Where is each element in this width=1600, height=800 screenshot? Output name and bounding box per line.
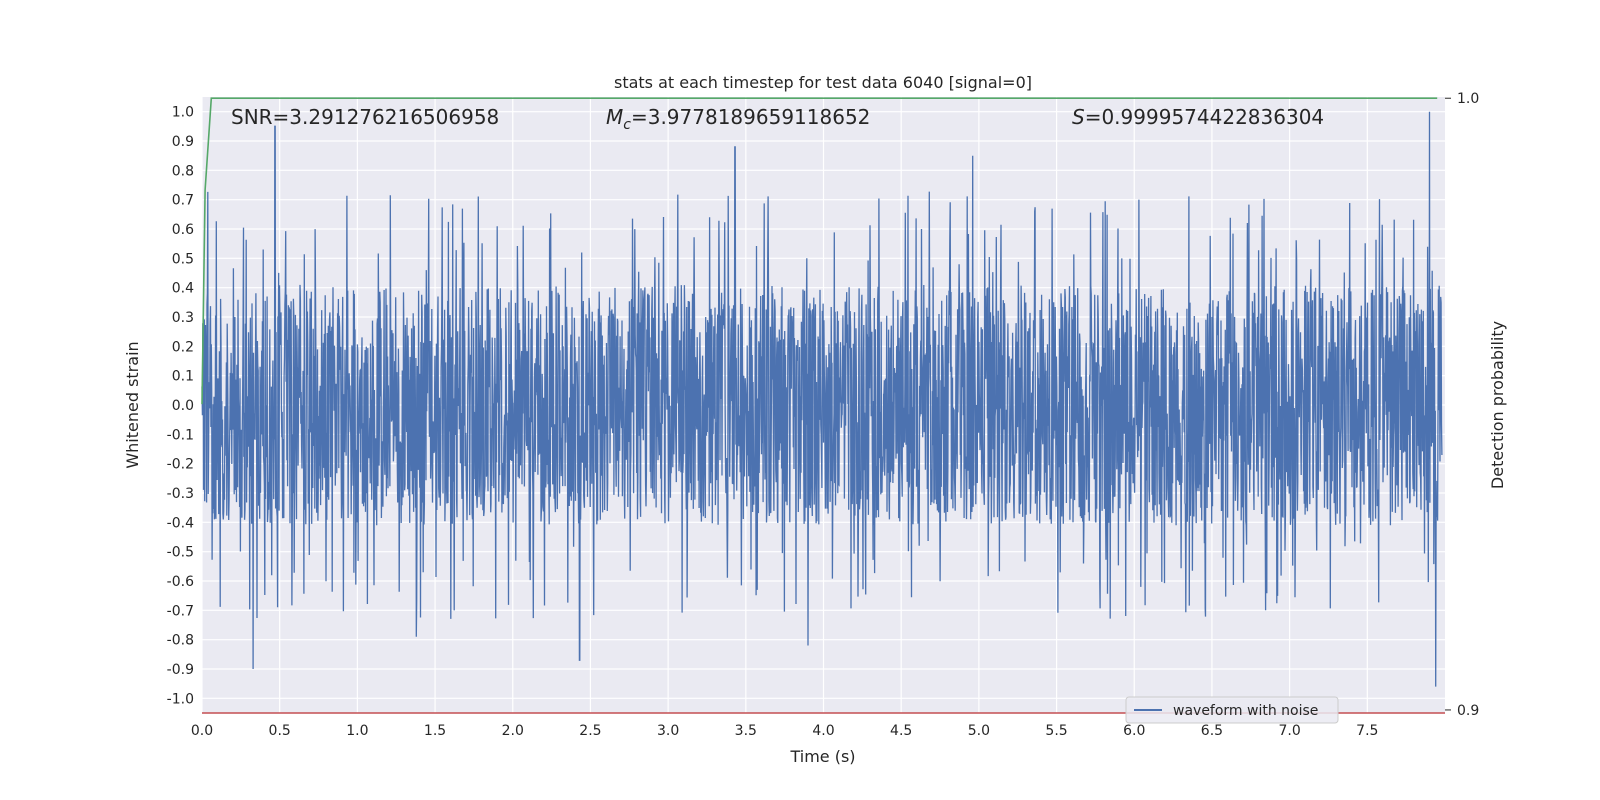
y-tick-label: -0.5 (167, 545, 194, 561)
x-tick-label: 5.0 (968, 723, 990, 739)
x-tick-label: 7.5 (1356, 723, 1378, 739)
legend-label: waveform with noise (1173, 703, 1318, 719)
y2-tick-label: 0.9 (1457, 703, 1479, 719)
y-tick-label: 0.0 (172, 398, 194, 414)
x-tick-label: 1.0 (346, 723, 368, 739)
x-tick-label: 2.5 (579, 723, 601, 739)
y-tick-label: -0.3 (167, 486, 194, 502)
y-tick-label: 0.9 (172, 134, 194, 150)
y-tick-label: -0.8 (167, 633, 194, 649)
y-tick-label: -0.7 (167, 603, 194, 619)
y-tick-label: 0.4 (172, 281, 194, 297)
x-tick-label: 0.0 (191, 723, 213, 739)
y-tick-label: -0.9 (167, 662, 194, 678)
mc-annotation: Mc=3.9778189659118652 (606, 105, 870, 133)
y-tick-label: 0.7 (172, 193, 194, 209)
y-axis-label: Whitened strain (123, 341, 142, 468)
y-tick-label: 0.3 (172, 310, 194, 326)
legend: waveform with noise (1125, 696, 1339, 724)
y-tick-label: -0.2 (167, 457, 194, 473)
y-tick-label: -0.6 (167, 574, 194, 590)
x-tick-label: 4.0 (812, 723, 834, 739)
x-axis-label: Time (s) (789, 747, 855, 766)
mc-value: =3.9778189659118652 (631, 105, 870, 129)
s-value: =0.9999574422836304 (1085, 105, 1324, 129)
x-tick-label: 0.5 (269, 723, 291, 739)
y-tick-label: -1.0 (167, 691, 194, 707)
x-tick-label: 6.0 (1123, 723, 1145, 739)
mc-symbol: M (606, 105, 623, 129)
x-tick-label: 1.5 (424, 723, 446, 739)
y-tick-label: 0.6 (172, 222, 194, 238)
y2-axis-label: Detection probability (1488, 321, 1507, 489)
x-tick-label: 4.5 (890, 723, 912, 739)
x-tick-label: 7.0 (1278, 723, 1300, 739)
s-annotation: S=0.9999574422836304 (1072, 105, 1324, 129)
y-tick-label: 1.0 (172, 105, 194, 121)
y-tick-label: -0.1 (167, 427, 194, 443)
y-tick-label: 0.1 (172, 369, 194, 385)
x-tick-label: 3.0 (657, 723, 679, 739)
detection-probability-line (201, 97, 1438, 405)
mc-subscript: c (623, 117, 631, 133)
legend-box (1125, 696, 1339, 724)
chart-title: stats at each timestep for test data 604… (614, 73, 1032, 92)
y2-axis-ticks: 1.0 0.9 (1445, 91, 1479, 719)
x-axis-ticks: 0.0 0.5 1.0 1.5 2.0 2.5 3.0 3.5 4.0 4.5 5.0 5.5 6.0 6… (191, 723, 1379, 739)
y2-tick-label: 1.0 (1457, 91, 1479, 107)
x-tick-label: 2.0 (502, 723, 524, 739)
waveform-line (201, 111, 1443, 687)
x-tick-label: 3.5 (735, 723, 757, 739)
s-symbol: S (1072, 105, 1085, 129)
y-tick-label: 0.2 (172, 339, 194, 355)
y-tick-label: -0.4 (167, 515, 194, 531)
y-axis-ticks: 1.0 0.9 0.8 0.7 0.6 0.5 0.4 0.3 0.2 0.1 0.0 -0.1 -0.… (167, 105, 194, 708)
snr-annotation: SNR=3.291276216506958 (231, 105, 499, 129)
x-tick-label: 5.5 (1045, 723, 1067, 739)
y-tick-label: 0.5 (172, 251, 194, 267)
y-tick-label: 0.8 (172, 163, 194, 179)
x-tick-label: 6.5 (1201, 723, 1223, 739)
